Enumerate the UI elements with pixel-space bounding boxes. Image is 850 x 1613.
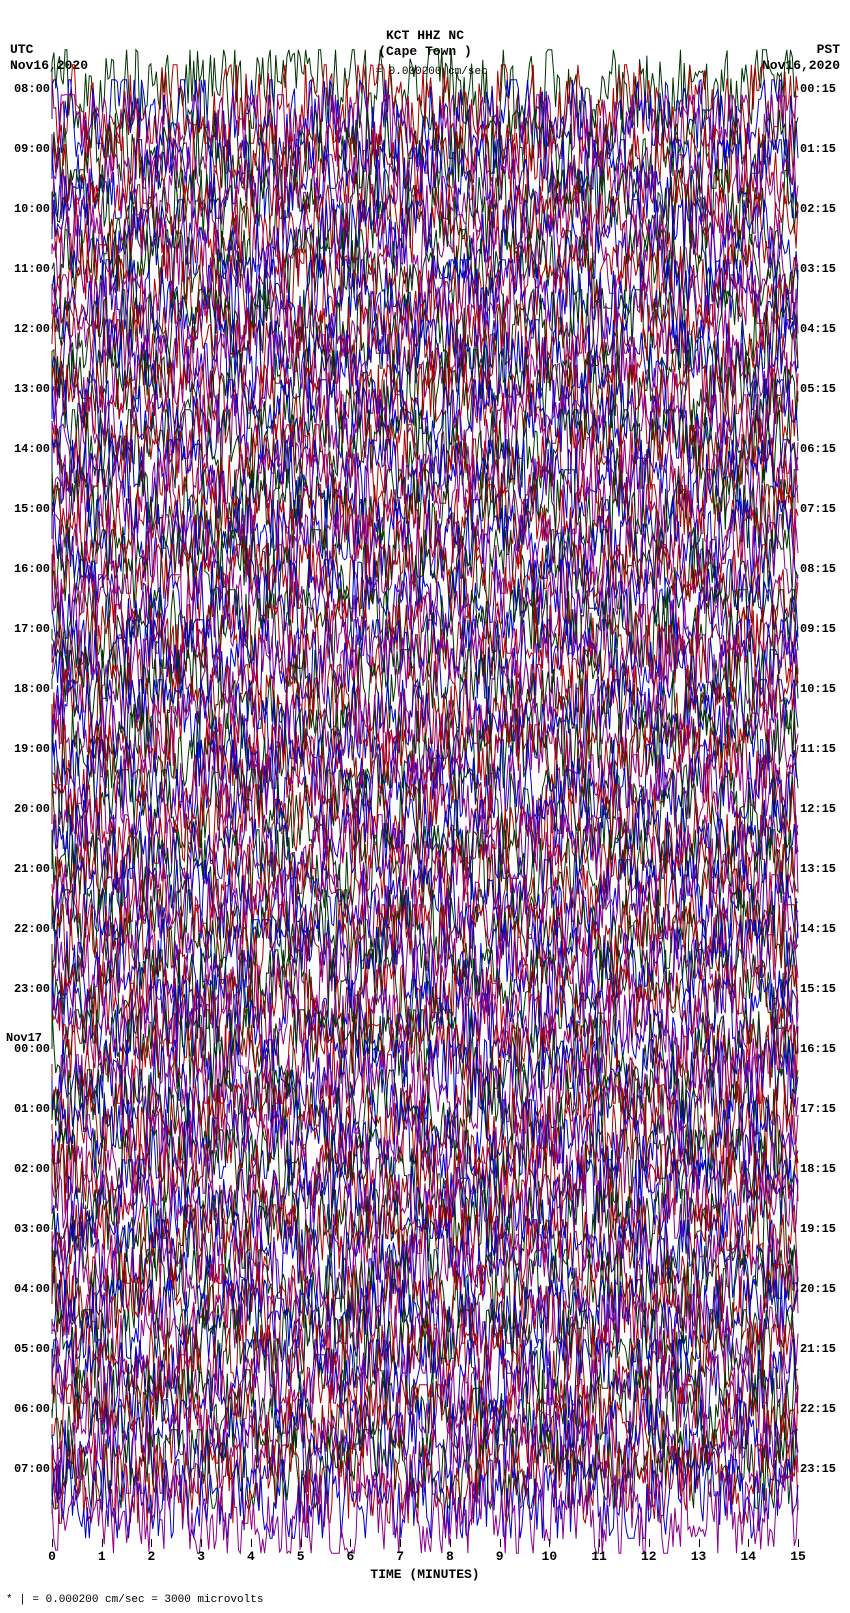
right-time-label: 04:15 <box>800 322 844 336</box>
x-tick-label: 6 <box>346 1549 354 1564</box>
left-time-label: 09:00 <box>6 142 50 156</box>
left-time-label: 05:00 <box>6 1342 50 1356</box>
right-time-label: 19:15 <box>800 1222 844 1236</box>
x-tick-mark <box>699 1539 700 1547</box>
timezone-left: UTC <box>10 42 33 57</box>
right-time-label: 14:15 <box>800 922 844 936</box>
x-tick-mark <box>500 1539 501 1547</box>
right-time-label: 06:15 <box>800 442 844 456</box>
left-time-label: 06:00 <box>6 1402 50 1416</box>
x-tick-mark <box>649 1539 650 1547</box>
left-time-label: 18:00 <box>6 682 50 696</box>
trace-line <box>52 395 798 473</box>
left-time-label: 08:00 <box>6 82 50 96</box>
x-tick-mark <box>748 1539 749 1547</box>
x-tick-label: 0 <box>48 1549 56 1564</box>
x-tick-mark <box>251 1539 252 1547</box>
left-time-label: 07:00 <box>6 1462 50 1476</box>
right-time-label: 08:15 <box>800 562 844 576</box>
x-axis-title: TIME (MINUTES) <box>52 1567 798 1582</box>
right-time-label: 20:15 <box>800 1282 844 1296</box>
x-tick-label: 9 <box>496 1549 504 1564</box>
x-tick-label: 14 <box>740 1549 756 1564</box>
x-tick-mark <box>52 1539 53 1547</box>
x-tick-mark <box>102 1539 103 1547</box>
station-title: KCT HHZ NC <box>0 28 850 43</box>
left-time-label: 11:00 <box>6 262 50 276</box>
date-left: Nov16,2020 <box>10 58 88 73</box>
x-tick-label: 11 <box>591 1549 607 1564</box>
right-time-label: 16:15 <box>800 1042 844 1056</box>
left-time-label: 00:00 <box>6 1042 50 1056</box>
left-time-label: 13:00 <box>6 382 50 396</box>
date-right: Nov16,2020 <box>762 58 840 73</box>
left-time-label: 12:00 <box>6 322 50 336</box>
left-time-label: 23:00 <box>6 982 50 996</box>
right-time-label: 02:15 <box>800 202 844 216</box>
left-time-label: 17:00 <box>6 622 50 636</box>
x-tick-label: 2 <box>148 1549 156 1564</box>
x-tick-mark <box>549 1539 550 1547</box>
left-time-label: 16:00 <box>6 562 50 576</box>
footer-scale: * | = 0.000200 cm/sec = 3000 microvolts <box>6 1594 263 1606</box>
x-tick-label: 8 <box>446 1549 454 1564</box>
timezone-right: PST <box>817 42 840 57</box>
left-time-label: 22:00 <box>6 922 50 936</box>
x-tick-mark <box>798 1539 799 1547</box>
left-time-label: 02:00 <box>6 1162 50 1176</box>
x-tick-label: 5 <box>297 1549 305 1564</box>
right-time-label: 09:15 <box>800 622 844 636</box>
x-tick-mark <box>350 1539 351 1547</box>
right-time-label: 10:15 <box>800 682 844 696</box>
right-time-label: 13:15 <box>800 862 844 876</box>
x-tick-mark <box>151 1539 152 1547</box>
x-axis: 0123456789101112131415 TIME (MINUTES) <box>52 1525 798 1585</box>
left-time-label: 19:00 <box>6 742 50 756</box>
x-tick-mark <box>301 1539 302 1547</box>
x-tick-label: 13 <box>691 1549 707 1564</box>
right-time-label: 12:15 <box>800 802 844 816</box>
right-time-label: 00:15 <box>800 82 844 96</box>
right-time-label: 11:15 <box>800 742 844 756</box>
x-tick-mark <box>450 1539 451 1547</box>
trace-line <box>52 485 798 563</box>
x-tick-label: 1 <box>98 1549 106 1564</box>
plot-area <box>52 85 798 1525</box>
x-tick-mark <box>201 1539 202 1547</box>
x-tick-label: 12 <box>641 1549 657 1564</box>
location-title: (Cape Town ) <box>0 44 850 59</box>
right-time-label: 21:15 <box>800 1342 844 1356</box>
left-time-label: 10:00 <box>6 202 50 216</box>
helicorder-svg <box>52 85 798 1545</box>
right-time-label: 15:15 <box>800 982 844 996</box>
right-time-label: 01:15 <box>800 142 844 156</box>
x-tick-label: 15 <box>790 1549 806 1564</box>
right-time-label: 23:15 <box>800 1462 844 1476</box>
right-time-label: 22:15 <box>800 1402 844 1416</box>
left-time-label: 14:00 <box>6 442 50 456</box>
left-time-label: 03:00 <box>6 1222 50 1236</box>
left-time-label: 20:00 <box>6 802 50 816</box>
x-tick-label: 3 <box>197 1549 205 1564</box>
x-tick-mark <box>599 1539 600 1547</box>
x-tick-label: 10 <box>542 1549 558 1564</box>
right-time-label: 17:15 <box>800 1102 844 1116</box>
left-time-label: 15:00 <box>6 502 50 516</box>
x-tick-label: 7 <box>396 1549 404 1564</box>
right-time-label: 18:15 <box>800 1162 844 1176</box>
left-time-label: 21:00 <box>6 862 50 876</box>
x-tick-label: 4 <box>247 1549 255 1564</box>
trace-line <box>52 515 798 593</box>
right-time-label: 07:15 <box>800 502 844 516</box>
left-time-label: 04:00 <box>6 1282 50 1296</box>
x-tick-mark <box>400 1539 401 1547</box>
helicorder-container: KCT HHZ NC (Cape Town ) | = 0.000200 cm/… <box>0 0 850 1613</box>
right-time-label: 05:15 <box>800 382 844 396</box>
left-time-label: 01:00 <box>6 1102 50 1116</box>
right-time-label: 03:15 <box>800 262 844 276</box>
